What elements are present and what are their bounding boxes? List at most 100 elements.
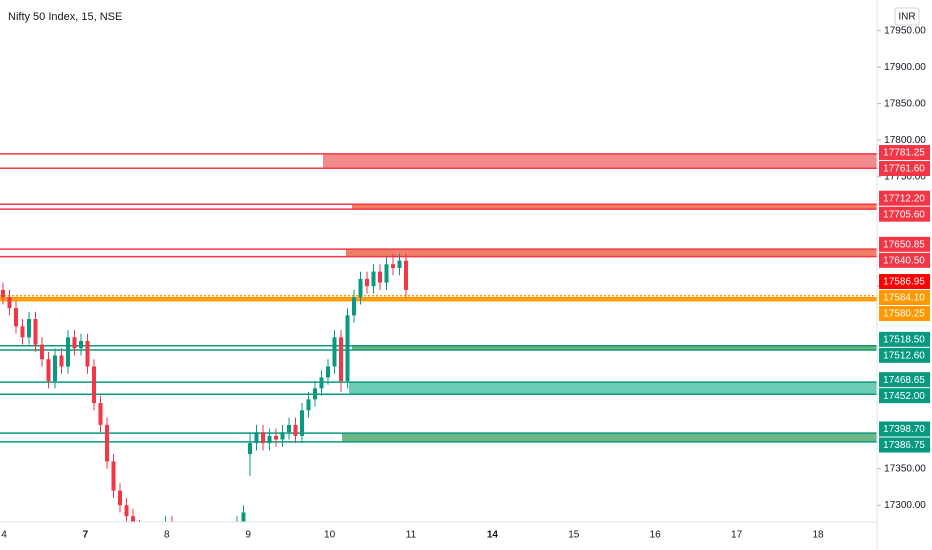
y-tick-label: 17750.00 [884,171,926,182]
axis: 17950.00 17900.00 17850.00 17800.00 17750.00… [1,25,930,541]
x-tick-label: 15 [568,530,580,541]
candle-body [92,366,96,403]
candle-body [280,432,285,440]
candle-body [40,344,44,360]
candle-body [345,315,350,382]
candle-body [248,443,252,455]
candle-body [33,319,38,345]
level-label-box [879,437,930,453]
currency[interactable]: INR [898,12,915,23]
zone [352,204,877,210]
candle-body [332,337,337,367]
level-label: 17452.00 [883,391,925,402]
candles [1,253,408,522]
y-tick-label: 17300.00 [884,500,926,511]
candle-body [319,377,324,389]
candle-body [46,359,51,382]
candle-body [293,424,298,436]
level-label: 17712.20 [883,193,925,204]
level-label-box [879,252,930,268]
candle-body [131,516,135,522]
candle-body [365,278,369,287]
candle-body [20,326,25,338]
candle-body [27,319,31,338]
candle-body [79,340,83,349]
level-label: 17761.60 [883,164,925,175]
x-tick-label: 9 [245,530,251,541]
level-label-box [879,290,930,306]
candle-body [274,435,278,440]
y-tick-label: 17900.00 [884,62,926,73]
x-tick-label: 14 [487,530,499,541]
candle-body [313,388,317,400]
candle-body [397,260,402,268]
level-label: 17584.10 [883,293,925,304]
level-label-box [879,161,930,177]
level-label: 17705.60 [883,209,925,220]
candle-body [85,340,90,367]
level-label: 17512.60 [883,350,925,361]
candle-body [124,505,129,517]
candle-body [339,337,343,382]
currency-box[interactable] [894,7,920,26]
candle-body [7,297,12,309]
level-label: 17586.95 [883,277,925,288]
level-label: 17468.65 [883,375,925,386]
candle-body [98,402,103,425]
x-tick-label: 11 [406,530,417,541]
candle-body [53,355,57,382]
candle-body [287,424,291,433]
candle-body [267,435,272,444]
candle-body [371,271,376,287]
x-tick-label: 4 [1,530,7,541]
zone [346,249,877,257]
level-label-box [879,145,930,161]
chart-title: Nifty 50 Index, 15, NSE [8,11,122,23]
candle-body [306,399,311,411]
level-label-box [879,372,930,388]
candle-body [118,490,122,506]
level-label-box [879,274,930,290]
level-label: 17650.85 [883,239,925,250]
candle-body [72,337,77,349]
level-label-box [879,347,930,363]
level-label-box [879,388,930,404]
candle-body [59,355,64,367]
x-tick-label: 10 [324,530,336,541]
candle-body [352,297,356,316]
level-label: 17398.70 [883,424,925,435]
x-tick-label: 7 [83,530,89,541]
zone [0,297,877,301]
level-label: 17580.25 [883,309,925,320]
candle-body [111,461,116,491]
level-label-box [879,206,930,222]
level-label: 17518.50 [883,334,925,345]
candle-body [66,337,70,367]
zone [342,433,877,442]
y-tick-label: 17950.00 [884,25,926,36]
candle-body [326,366,330,378]
level-label: 17781.25 [883,148,925,159]
x-tick-label: 17 [731,530,743,541]
candle-body [391,264,395,268]
level-label-box [879,190,930,206]
candle-body [358,278,363,298]
candle-body [378,271,382,283]
x-tick-label: 16 [650,530,662,541]
zone [349,382,877,395]
x-tick-label: 18 [812,530,824,541]
level-label: 17386.75 [883,440,925,451]
level-label-box [879,236,930,252]
candle-body [241,512,246,522]
x-tick-label: 8 [164,530,170,541]
level-label-box [879,421,930,437]
zones [0,153,877,443]
candle-body [261,432,265,444]
y-tick-label: 17800.00 [884,135,926,146]
level-label-box [879,331,930,347]
candle-body [254,432,259,444]
zone [323,153,877,169]
y-tick-label: 17350.00 [884,463,926,474]
